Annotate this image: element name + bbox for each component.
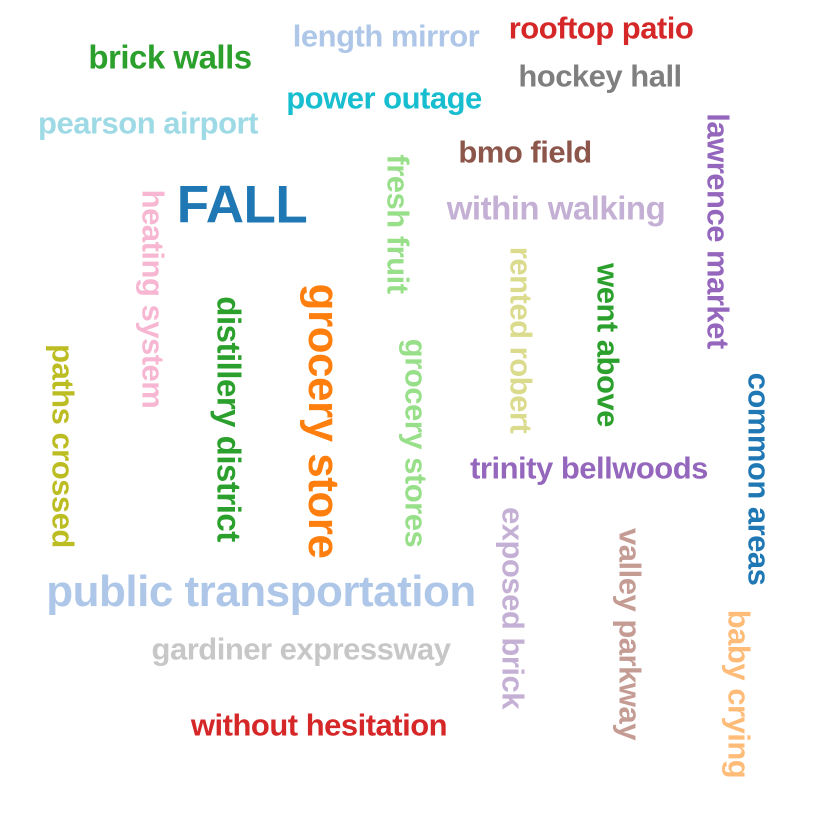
word-went-above: went above [590, 263, 626, 427]
word-baby-crying: baby crying [721, 609, 757, 779]
word-length-mirror: length mirror [292, 18, 480, 54]
word-common-areas: common areas [741, 372, 777, 586]
word-distillery-district: distillery district [210, 296, 248, 542]
word-fall: FALL [176, 175, 308, 235]
word-power-outage: power outage [286, 80, 482, 116]
word-gardiner-expressway: gardiner expressway [151, 631, 451, 667]
word-hockey-hall: hockey hall [518, 58, 682, 94]
word-trinity-bellwoods: trinity bellwoods [470, 450, 708, 486]
word-within-walking: within walking [446, 189, 666, 227]
word-grocery-stores: grocery stores [398, 338, 434, 548]
word-lawrence-market: lawrence market [700, 113, 736, 349]
word-rooftop-patio: rooftop patio [508, 10, 694, 46]
word-without-hesitation: without hesitation [190, 707, 448, 743]
word-rented-robert: rented robert [503, 246, 539, 434]
word-brick-walls: brick walls [88, 38, 252, 76]
word-grocery-store: grocery store [299, 283, 348, 559]
word-bmo-field: bmo field [458, 134, 592, 170]
word-public-transportation: public transportation [46, 567, 476, 616]
word-paths-crossed: paths crossed [45, 344, 81, 548]
word-exposed-brick: exposed brick [495, 507, 531, 709]
word-fresh-fruit: fresh fruit [380, 154, 416, 294]
word-heating-system: heating system [135, 189, 171, 409]
word-valley-parkway: valley parkway [612, 528, 648, 740]
word-pearson-airport: pearson airport [38, 105, 258, 141]
